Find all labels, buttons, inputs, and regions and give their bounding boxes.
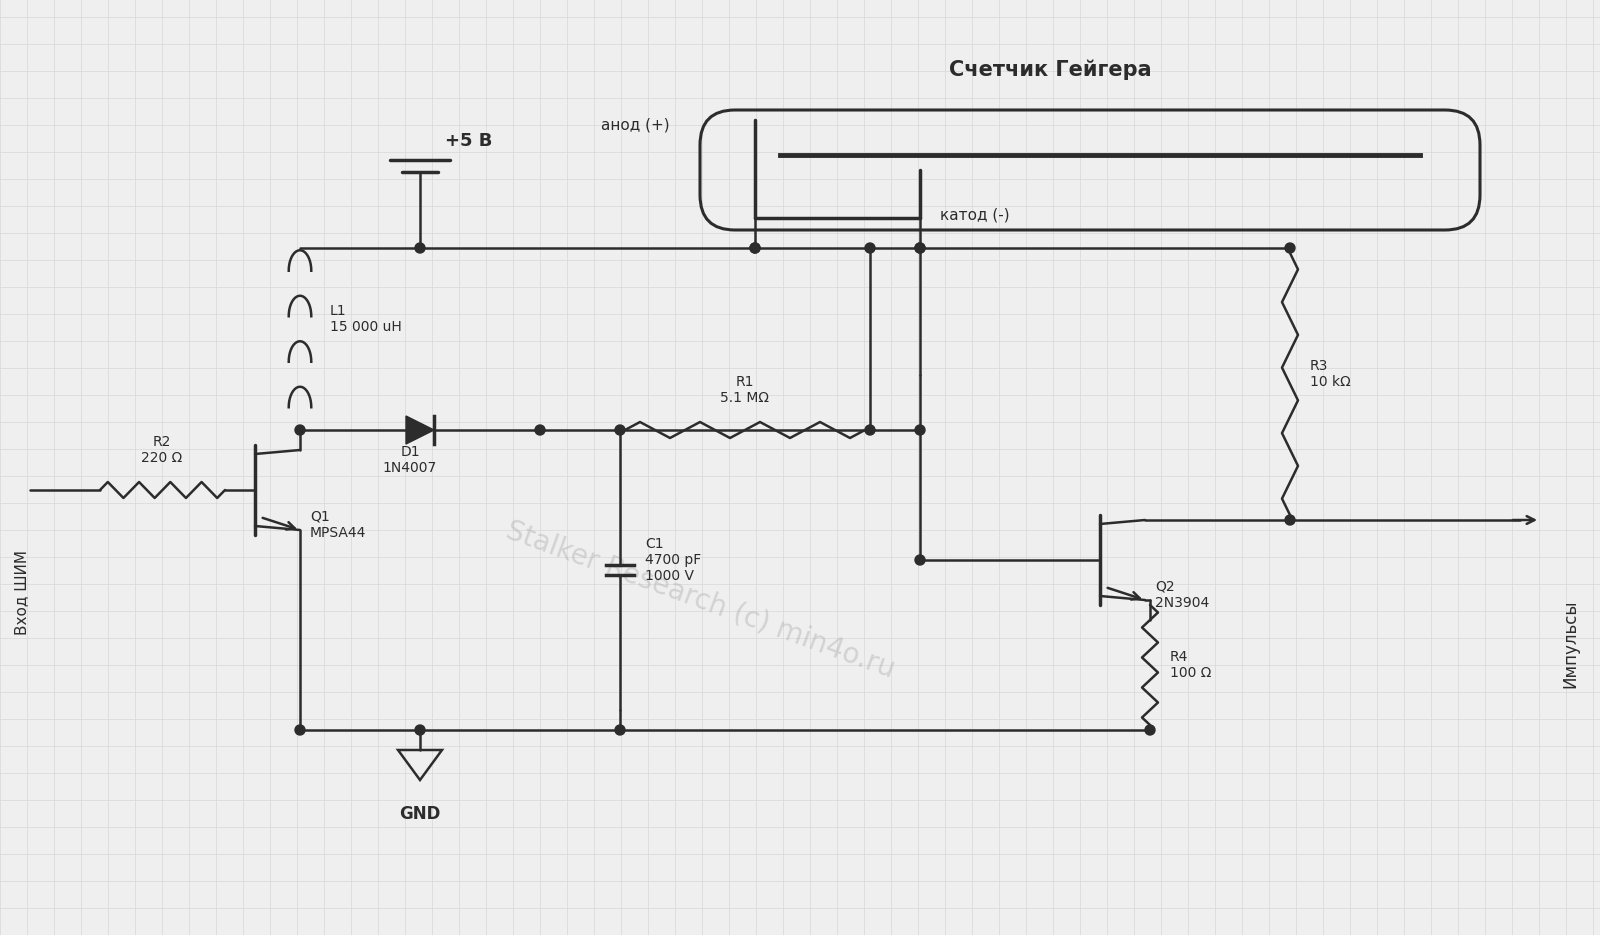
Text: L1
15 000 uH: L1 15 000 uH xyxy=(330,304,402,334)
Circle shape xyxy=(915,243,925,253)
Text: Импульсы: Импульсы xyxy=(1562,600,1579,688)
Text: R2
220 Ω: R2 220 Ω xyxy=(141,435,182,466)
Text: D1
1N4007: D1 1N4007 xyxy=(382,445,437,475)
Text: C1
4700 pF
1000 V: C1 4700 pF 1000 V xyxy=(645,537,701,583)
Circle shape xyxy=(1146,725,1155,735)
Circle shape xyxy=(1285,515,1294,525)
Circle shape xyxy=(294,425,306,435)
Text: R3
10 kΩ: R3 10 kΩ xyxy=(1310,359,1350,389)
Text: Вход ШИМ: Вход ШИМ xyxy=(14,550,29,635)
Text: Счетчик Гейгера: Счетчик Гейгера xyxy=(949,60,1152,80)
Circle shape xyxy=(915,555,925,565)
Text: R1
5.1 MΩ: R1 5.1 MΩ xyxy=(720,375,770,405)
Circle shape xyxy=(750,243,760,253)
Text: Q1
MPSA44: Q1 MPSA44 xyxy=(310,510,366,540)
Text: +5 В: +5 В xyxy=(445,132,493,150)
Circle shape xyxy=(750,243,760,253)
Circle shape xyxy=(866,425,875,435)
Circle shape xyxy=(915,425,925,435)
Text: GND: GND xyxy=(400,805,440,823)
Text: анод (+): анод (+) xyxy=(602,118,670,133)
Circle shape xyxy=(414,725,426,735)
Circle shape xyxy=(294,725,306,735)
Circle shape xyxy=(414,243,426,253)
Circle shape xyxy=(614,425,626,435)
Text: Q2
2N3904: Q2 2N3904 xyxy=(1155,580,1210,611)
Text: R4
100 Ω: R4 100 Ω xyxy=(1170,650,1211,680)
Circle shape xyxy=(614,725,626,735)
Text: Stalker Research (c) min4o.ru: Stalker Research (c) min4o.ru xyxy=(502,516,898,683)
Circle shape xyxy=(534,425,546,435)
Polygon shape xyxy=(406,416,434,444)
Text: катод (-): катод (-) xyxy=(941,208,1010,223)
Circle shape xyxy=(915,243,925,253)
Circle shape xyxy=(866,243,875,253)
Circle shape xyxy=(1285,243,1294,253)
